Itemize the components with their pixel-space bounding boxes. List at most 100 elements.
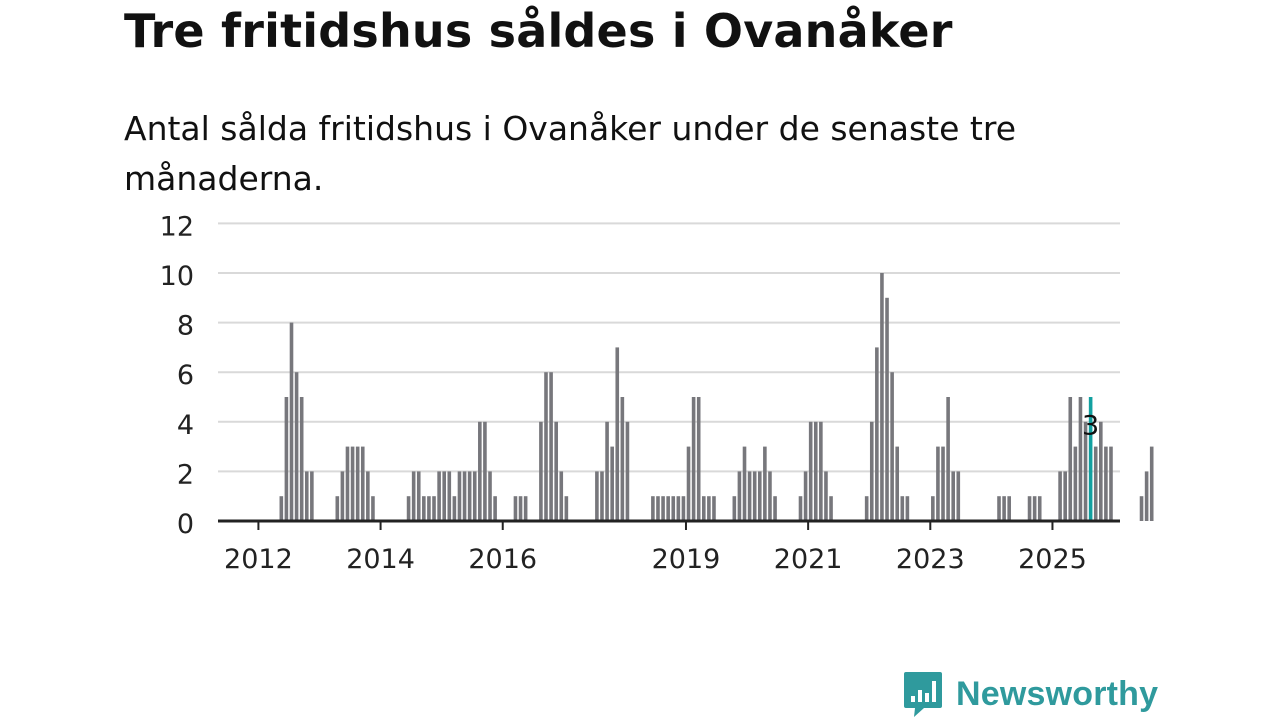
bar — [467, 471, 472, 521]
bar — [350, 446, 355, 521]
bar — [411, 471, 416, 521]
x-tick-label: 2019 — [652, 544, 721, 575]
bar — [442, 471, 446, 521]
bar — [931, 496, 935, 521]
y-tick-label: 0 — [177, 509, 194, 540]
bar — [523, 496, 528, 521]
bar — [488, 471, 492, 521]
bar — [422, 496, 426, 521]
bar — [340, 471, 345, 521]
x-tick-label: 2021 — [774, 544, 843, 575]
y-tick-label: 10 — [160, 261, 194, 292]
bar — [757, 471, 762, 521]
bar — [885, 297, 889, 521]
bar — [671, 496, 676, 521]
bar — [1149, 446, 1154, 521]
bar — [310, 471, 314, 521]
bar-chart: 0 2 4 6 8 10 12 2012 2014 2016 2019 2021 2023 2025 3 — [160, 211, 1154, 575]
bar — [427, 496, 431, 521]
bar — [452, 496, 457, 521]
bar — [1027, 496, 1032, 521]
bar — [808, 421, 813, 521]
bar-highlight — [1088, 397, 1093, 521]
bar — [676, 496, 681, 521]
bar — [1032, 496, 1037, 521]
bar — [447, 471, 452, 521]
y-tick-label: 2 — [177, 459, 194, 490]
bar — [732, 496, 737, 521]
bar — [752, 471, 757, 521]
y-axis-ticks: 0 2 4 6 8 10 12 — [160, 211, 194, 540]
bar — [513, 496, 518, 521]
bar — [1139, 496, 1144, 521]
bar — [1073, 446, 1078, 521]
chart-subtitle: Antal sålda fritidshus i Ovanåker under … — [124, 109, 1016, 198]
bar — [951, 471, 955, 521]
bar — [880, 273, 884, 521]
bar — [656, 496, 660, 521]
bar — [299, 397, 304, 521]
bar — [544, 372, 548, 521]
bar — [1002, 496, 1006, 521]
bar — [345, 446, 350, 521]
bar-chart-speech-bubble-icon — [904, 672, 942, 717]
bar — [605, 421, 609, 521]
bar — [742, 446, 747, 521]
bar — [478, 421, 482, 521]
gridlines — [218, 222, 1120, 473]
bar — [1144, 471, 1149, 521]
bar — [824, 471, 828, 521]
bar — [1068, 397, 1073, 521]
bar — [483, 421, 487, 521]
bar — [691, 397, 696, 521]
bar — [289, 322, 294, 521]
bar — [875, 347, 879, 521]
bar — [600, 471, 604, 521]
x-tick-label: 2012 — [224, 544, 293, 575]
bar — [564, 496, 569, 521]
bar — [539, 421, 543, 521]
bar — [559, 471, 564, 521]
bar — [360, 446, 365, 521]
bar — [737, 471, 742, 521]
bar — [1083, 421, 1088, 521]
bar — [1007, 496, 1011, 521]
bar — [666, 496, 670, 521]
bar — [1109, 446, 1113, 521]
bar — [437, 471, 441, 521]
x-tick-label: 2016 — [468, 544, 537, 575]
bar — [707, 496, 711, 521]
bar — [371, 496, 375, 521]
bar — [366, 471, 370, 521]
bar — [997, 496, 1001, 521]
y-tick-label: 8 — [177, 311, 194, 342]
bar — [1093, 446, 1098, 521]
bar — [1037, 496, 1042, 521]
bar — [763, 446, 767, 521]
bar — [615, 347, 620, 521]
bar — [890, 372, 894, 521]
bar — [900, 496, 905, 521]
bar — [768, 471, 772, 521]
bar — [554, 421, 558, 521]
bar — [681, 496, 686, 521]
bar — [620, 397, 625, 521]
bar — [798, 496, 803, 521]
bar — [472, 471, 477, 521]
bar — [686, 446, 691, 521]
bar — [284, 397, 289, 521]
bar — [941, 446, 945, 521]
newsworthy-logo: Newsworthy — [902, 670, 1158, 718]
bar — [905, 496, 910, 521]
bar — [946, 397, 950, 521]
bar — [304, 471, 309, 521]
bar — [1063, 471, 1067, 521]
bar — [595, 471, 599, 521]
bar — [493, 496, 497, 521]
bar — [661, 496, 665, 521]
bar — [712, 496, 716, 521]
bar — [813, 421, 818, 521]
bar — [819, 421, 823, 521]
bar — [1058, 471, 1062, 521]
y-tick-label: 4 — [177, 410, 194, 441]
